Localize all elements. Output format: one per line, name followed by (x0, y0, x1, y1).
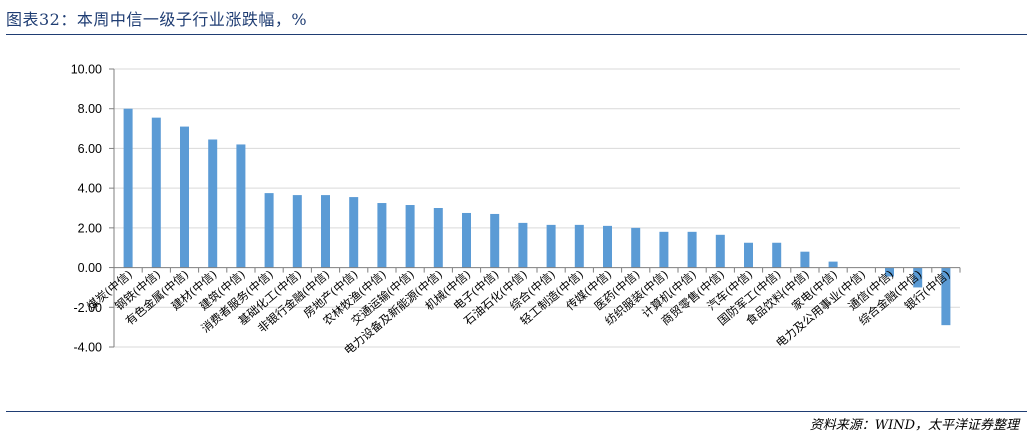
bar (264, 193, 274, 268)
axes (109, 68, 961, 348)
bar (377, 203, 387, 268)
bar (462, 212, 471, 268)
bar (828, 261, 838, 268)
bar (405, 205, 415, 268)
bars (123, 108, 951, 326)
title-divider (6, 34, 1027, 35)
bar (151, 117, 161, 268)
bar (546, 224, 556, 268)
grid-lines (114, 68, 960, 348)
x-tick-labels: 煤炭(中信)钢铁(中信)有色金属(中信)建材(中信)建筑(中信)消费者服务(中信… (84, 267, 953, 357)
bar (715, 234, 725, 268)
bar (433, 208, 443, 268)
bar (518, 222, 528, 268)
footer-divider (6, 411, 1027, 412)
bar (349, 197, 359, 268)
y-tick-label: 10.00 (71, 63, 102, 77)
bar (236, 144, 246, 268)
bar (631, 227, 641, 268)
y-tick-label: 8.00 (78, 102, 102, 116)
bar (208, 139, 218, 268)
bar (913, 267, 923, 288)
bar (321, 195, 330, 268)
bar (490, 213, 500, 268)
y-tick-label: -4.00 (74, 341, 103, 355)
bar (574, 224, 584, 268)
bar (180, 126, 189, 268)
y-tick-labels: 10.00 8.00 6.00 4.00 2.00 0.00 -2.00 -4.00 (71, 63, 102, 355)
bar (123, 108, 133, 268)
y-tick-label: 2.00 (78, 221, 102, 235)
source-note: 资料来源：WIND，太平洋证券整理 (809, 418, 1019, 433)
bar (800, 251, 810, 268)
bar (772, 242, 782, 268)
bar (603, 225, 612, 268)
bar (292, 195, 302, 268)
y-tick-label: 4.00 (78, 182, 102, 196)
bar (744, 242, 753, 268)
y-tick-label: -2.00 (74, 301, 103, 315)
y-tick-label: 0.00 (78, 261, 102, 275)
bar (687, 231, 697, 268)
y-tick-label: 6.00 (78, 142, 102, 156)
bar (659, 231, 669, 268)
page-title: 图表32：本周中信一级子行业涨跌幅，% (6, 10, 308, 29)
bar (885, 267, 894, 277)
bar (941, 267, 951, 326)
